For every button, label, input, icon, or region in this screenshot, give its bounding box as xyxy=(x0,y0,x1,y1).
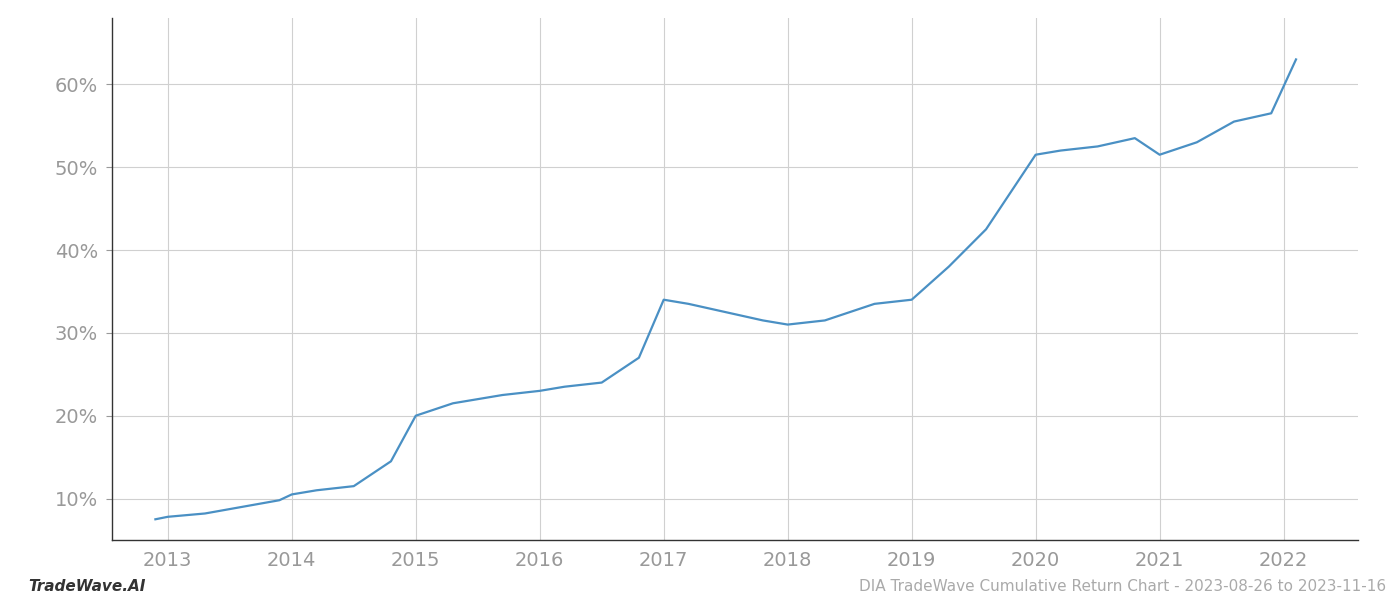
Text: DIA TradeWave Cumulative Return Chart - 2023-08-26 to 2023-11-16: DIA TradeWave Cumulative Return Chart - … xyxy=(858,579,1386,594)
Text: TradeWave.AI: TradeWave.AI xyxy=(28,579,146,594)
